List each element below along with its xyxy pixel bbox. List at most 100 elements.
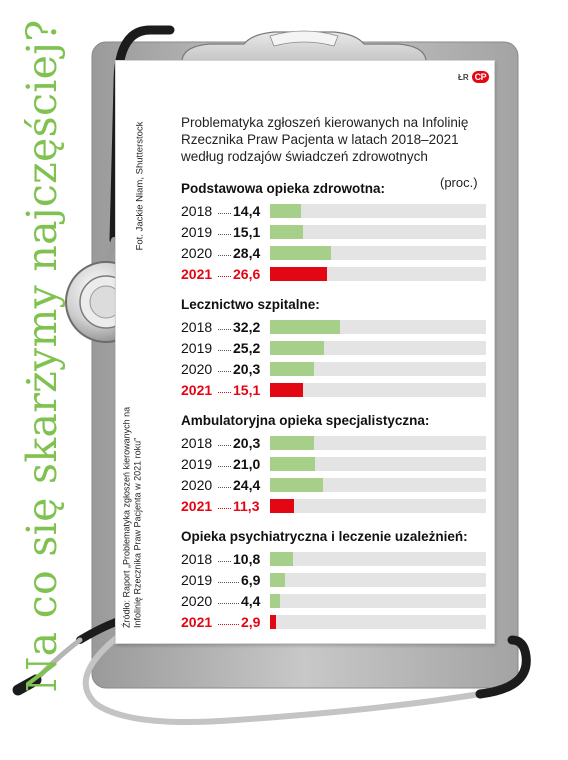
bar-track [270,615,486,629]
bar [270,573,285,587]
bar-row: 2020 24,4 [181,476,486,494]
logo-mark: CP [471,71,490,83]
row-value-label: 15,1 [233,224,261,240]
dot-leader [218,508,231,509]
bar-row: 2021 26,6 [181,265,486,283]
bar-row: 2020 4,4 [181,592,486,610]
row-value-label: 25,2 [233,340,261,356]
row-value-label: 20,3 [233,435,261,451]
bar [270,615,277,629]
bar [270,341,325,355]
unit-label: (proc.) [440,175,478,190]
bar [270,320,340,334]
dot-leader [218,582,239,583]
bar-row: 2019 6,9 [181,571,486,589]
row-value-label: 20,3 [233,361,261,377]
row-value-label: 21,0 [233,456,261,472]
bar-track [270,594,486,608]
bar-row: 2019 21,0 [181,455,486,473]
publisher-logo: ŁR CP [458,71,490,83]
logo-prefix: ŁR [458,72,469,82]
bar [270,362,314,376]
row-year-label: 2021 [181,266,213,282]
row-value-label: 2,9 [241,614,261,630]
row-value-label: 32,2 [233,319,261,335]
bar [270,246,332,260]
bar-row: 2019 25,2 [181,339,486,357]
bar [270,436,314,450]
bar [270,499,295,513]
bar-row: 2021 11,3 [181,497,486,515]
bar-row: 2021 2,9 [181,613,486,631]
dot-leader [218,445,231,446]
dot-leader [218,392,231,393]
row-year-label: 2019 [181,224,213,240]
row-value-label: 4,4 [241,593,261,609]
bar [270,478,323,492]
section-title: Opieka psychiatryczna i leczenie uzależn… [181,529,468,544]
bar-track [270,499,486,513]
row-year-label: 2018 [181,319,213,335]
dot-leader [218,603,239,604]
row-year-label: 2019 [181,572,213,588]
bar-track [270,552,486,566]
row-year-label: 2018 [181,435,213,451]
bar-track [270,267,486,281]
bar-row: 2019 15,1 [181,223,486,241]
row-year-label: 2018 [181,203,213,219]
bar [270,225,303,239]
bar-track [270,362,486,376]
row-value-label: 28,4 [233,245,261,261]
bar [270,204,302,218]
row-value-label: 14,4 [233,203,261,219]
bar-track [270,436,486,450]
bar [270,457,316,471]
bar-row: 2018 10,8 [181,550,486,568]
row-year-label: 2021 [181,614,213,630]
row-value-label: 11,3 [233,498,260,514]
row-year-label: 2021 [181,382,213,398]
bar-row: 2018 32,2 [181,318,486,336]
bar-track [270,204,486,218]
section-title: Podstawowa opieka zdrowotna: [181,181,386,196]
bar-row: 2021 15,1 [181,381,486,399]
bar-track [270,457,486,471]
row-year-label: 2020 [181,593,213,609]
dot-leader [218,487,231,488]
bar-track [270,225,486,239]
bar [270,383,303,397]
bar-row: 2020 28,4 [181,244,486,262]
row-value-label: 15,1 [233,382,261,398]
bar-row: 2020 20,3 [181,360,486,378]
dot-leader [218,561,231,562]
dot-leader [218,624,239,625]
bar [270,267,328,281]
row-year-label: 2018 [181,551,213,567]
chart-heading: Problematyka zgłoszeń kierowanych na Inf… [181,115,469,164]
bar [270,552,294,566]
bar [270,594,280,608]
bar-track [270,383,486,397]
bar-track [270,246,486,260]
dot-leader [218,371,231,372]
row-year-label: 2019 [181,456,213,472]
bar-track [270,573,486,587]
row-year-label: 2021 [181,498,213,514]
dot-leader [218,329,231,330]
dot-leader [218,255,231,256]
bar-track [270,341,486,355]
row-year-label: 2020 [181,477,213,493]
dot-leader [218,466,231,467]
row-year-label: 2020 [181,245,213,261]
dot-leader [218,276,231,277]
section-title: Ambulatoryjna opieka specjalistyczna: [181,413,430,428]
dot-leader [218,234,231,235]
bar-row: 2018 20,3 [181,434,486,452]
dot-leader [218,350,231,351]
bar-track [270,478,486,492]
row-value-label: 6,9 [241,572,261,588]
row-value-label: 10,8 [233,551,261,567]
dot-leader [218,213,231,214]
row-year-label: 2019 [181,340,213,356]
row-year-label: 2020 [181,361,213,377]
